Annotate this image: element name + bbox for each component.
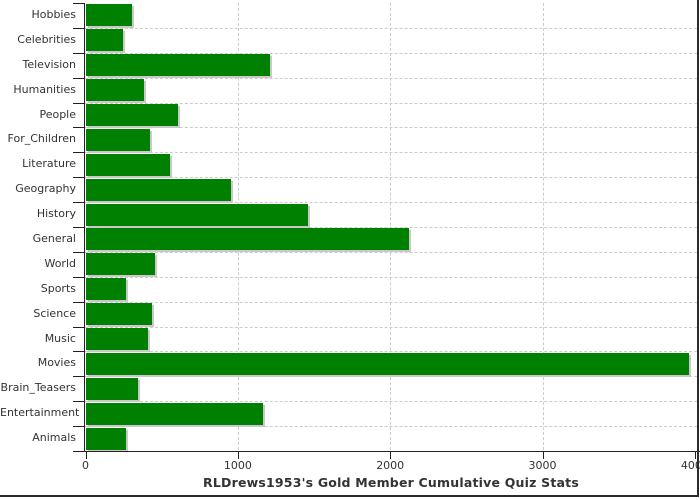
horizontal-gridline: [85, 77, 697, 79]
frame-border-right: [697, 0, 699, 497]
bar-literature: [86, 153, 170, 176]
bar-general: [86, 228, 409, 251]
category-label: Music: [44, 331, 76, 345]
category-label: Science: [33, 306, 76, 320]
category-label: People: [39, 107, 76, 121]
horizontal-gridline: [85, 227, 697, 228]
bar-brain_teasers: [86, 377, 138, 400]
x-axis-tick: [85, 451, 87, 459]
y-axis-tick: [73, 52, 85, 54]
y-axis-tick: [73, 152, 85, 154]
y-axis-tick: [73, 301, 85, 303]
horizontal-gridline: [85, 102, 697, 104]
x-axis-tick: [390, 451, 392, 459]
bar-history: [86, 203, 308, 226]
category-label: Humanities: [13, 82, 76, 96]
x-tick-label: 4000: [680, 459, 700, 472]
horizontal-gridline: [85, 301, 697, 303]
bar-people: [86, 104, 178, 126]
y-axis-tick: [73, 3, 85, 4]
category-label: Celebrities: [17, 32, 76, 46]
x-tick-label: 1000: [223, 459, 252, 472]
category-label: World: [44, 256, 76, 270]
horizontal-gridline: [85, 152, 697, 154]
category-label: Literature: [22, 157, 76, 171]
category-label: Entertainment: [0, 406, 80, 420]
bar-world: [86, 253, 155, 276]
horizontal-gridline: [85, 127, 697, 129]
y-axis-tick: [73, 177, 85, 179]
vertical-gridline: [542, 3, 544, 450]
x-tick-label: 3000: [528, 459, 557, 472]
horizontal-gridline: [85, 401, 697, 403]
bar-animals: [86, 427, 126, 450]
horizontal-gridline: [85, 27, 697, 29]
bar-hobbies: [86, 4, 132, 27]
y-axis-tick: [73, 27, 85, 29]
y-axis-tick: [73, 127, 85, 129]
y-axis-tick: [73, 251, 85, 253]
x-axis-line: [84, 451, 700, 452]
y-axis-tick: [73, 77, 85, 79]
horizontal-gridline: [85, 251, 697, 253]
category-label: Movies: [37, 356, 76, 370]
y-axis-tick: [73, 351, 85, 353]
vertical-gridline: [237, 3, 239, 450]
chart-title: RLDrews1953's Gold Member Cumulative Qui…: [203, 475, 579, 490]
frame-border-bottom: [0, 495, 699, 497]
category-label: General: [32, 231, 76, 245]
x-axis-tick: [694, 451, 696, 459]
category-label: Television: [22, 57, 77, 71]
y-axis-tick: [73, 326, 85, 328]
bar-entertainment: [86, 402, 263, 425]
horizontal-gridline: [85, 52, 697, 54]
horizontal-gridline: [85, 177, 697, 179]
y-axis-tick: [73, 401, 85, 403]
y-axis-tick: [73, 276, 85, 278]
horizontal-gridline: [85, 202, 697, 204]
horizontal-gridline: [85, 376, 697, 378]
bar-humanities: [86, 79, 144, 102]
x-axis-tick: [542, 451, 544, 459]
bar-sports: [86, 278, 126, 301]
x-tick-label: 2000: [376, 459, 405, 472]
x-axis-tick: [237, 451, 239, 459]
category-label: Sports: [40, 281, 76, 295]
y-axis-tick: [73, 426, 85, 428]
y-axis-tick: [73, 376, 85, 378]
category-label: Geography: [15, 182, 76, 196]
category-label: Hobbies: [31, 7, 76, 21]
bar-geography: [86, 178, 231, 201]
horizontal-gridline: [85, 276, 697, 278]
bar-science: [86, 303, 152, 326]
category-label: History: [36, 207, 76, 221]
horizontal-gridline: [85, 351, 697, 353]
category-label: Brain_Teasers: [0, 381, 76, 395]
y-axis-tick: [73, 227, 85, 228]
category-label: For_Children: [7, 132, 76, 146]
bar-television: [86, 54, 270, 77]
bar-music: [86, 328, 148, 350]
bar-movies: [86, 352, 689, 375]
vertical-gridline: [390, 3, 392, 450]
y-axis-tick: [73, 451, 85, 452]
bar-celebrities: [86, 29, 123, 52]
y-axis-tick: [73, 202, 85, 204]
bar-for_children: [86, 128, 150, 151]
horizontal-gridline: [85, 326, 697, 328]
x-tick-label: 0: [82, 459, 89, 472]
horizontal-gridline: [85, 426, 697, 428]
y-axis-tick: [73, 102, 85, 104]
category-label: Animals: [32, 431, 76, 445]
